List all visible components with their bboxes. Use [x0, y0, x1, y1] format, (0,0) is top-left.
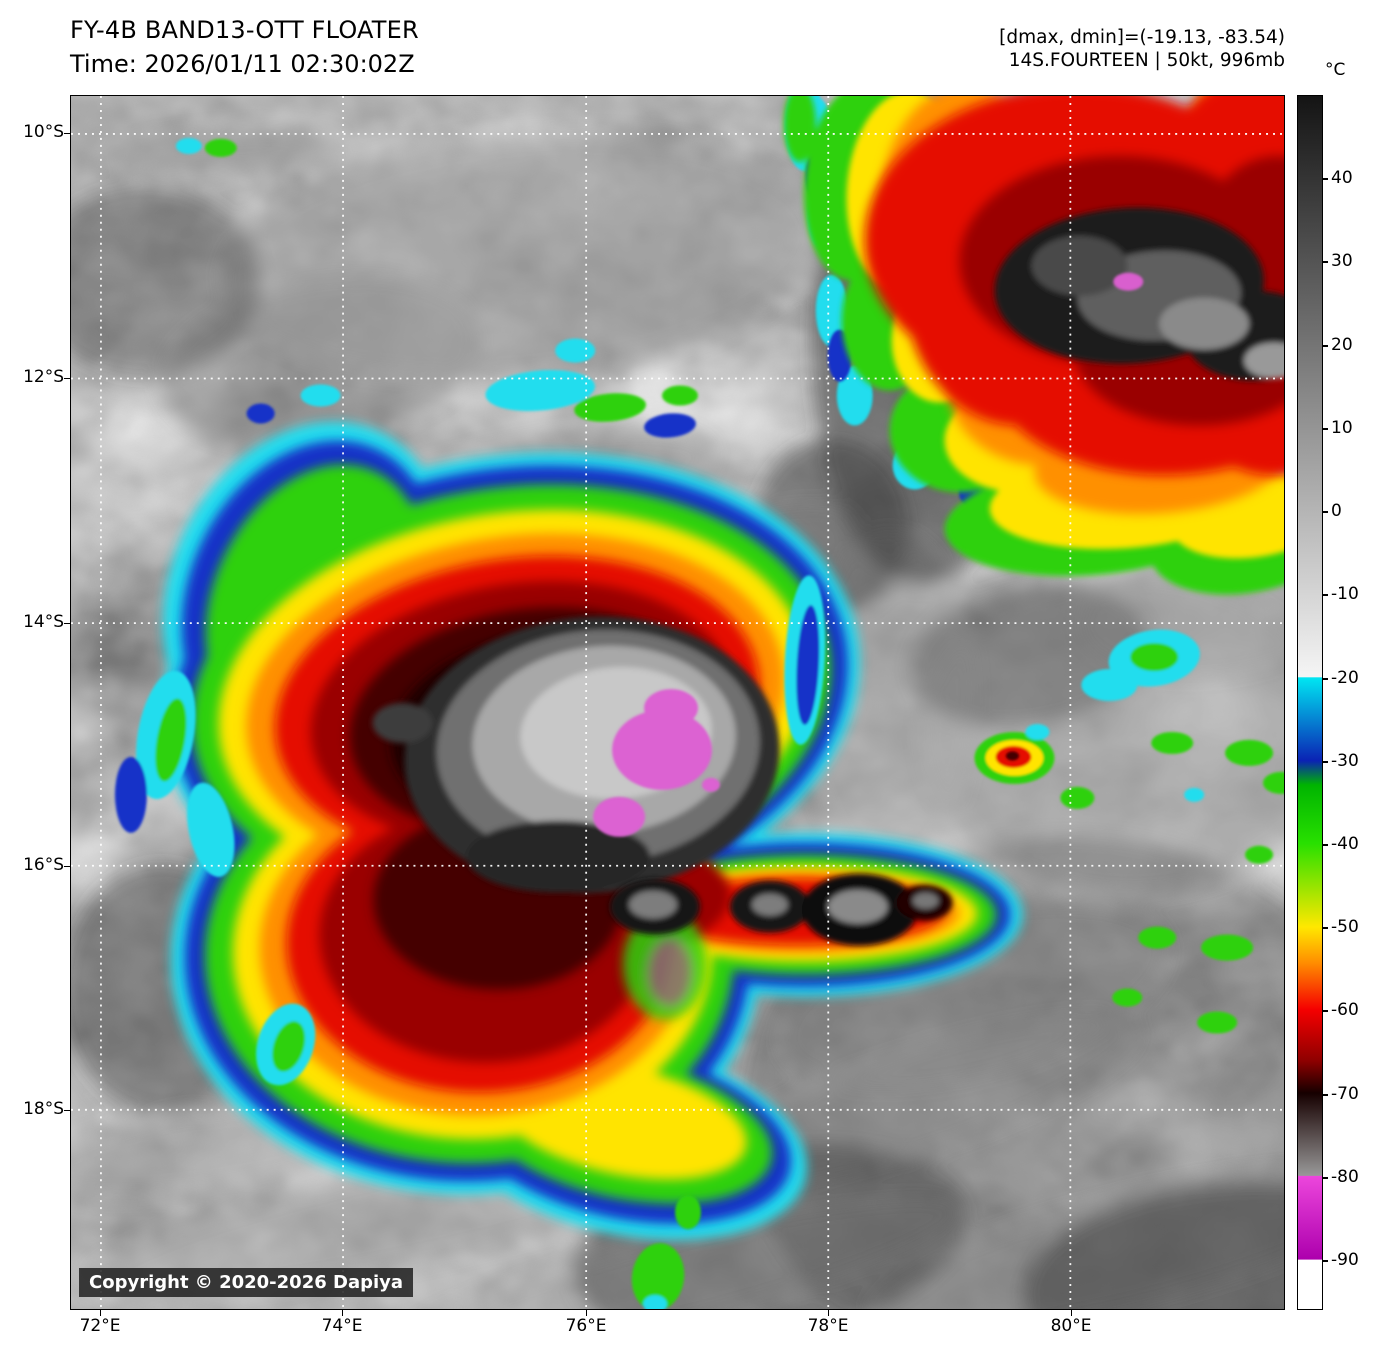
- copyright-badge: Copyright © 2020-2026 Dapiya: [79, 1268, 414, 1297]
- lat-tickmark: [64, 377, 70, 379]
- lat-tickmark: [64, 622, 70, 624]
- figure-time: Time: 2026/01/11 02:30:02Z: [70, 50, 415, 78]
- colorbar-tick: -30: [1322, 751, 1359, 771]
- lat-label-14s: 14°S: [23, 612, 64, 632]
- colorbar-tick: -10: [1322, 584, 1359, 604]
- lat-label-16s: 16°S: [23, 855, 64, 875]
- main-cyclone: [114, 338, 1023, 1240]
- lat-tickmark: [64, 132, 70, 134]
- scattered-cells: [175, 137, 1284, 1309]
- colorbar-unit-label: °C: [1325, 60, 1346, 80]
- lon-label-76e: 76°E: [565, 1316, 607, 1336]
- lat-label-18s: 18°S: [23, 1099, 64, 1119]
- lon-label-78e: 78°E: [807, 1316, 849, 1336]
- lat-tickmark: [64, 1109, 70, 1111]
- coldest-tops-magenta: [593, 689, 720, 837]
- colorbar-tick: -50: [1322, 917, 1359, 937]
- colorbar-tick: -20: [1322, 668, 1359, 688]
- northeast-storm: [783, 96, 1284, 595]
- lon-tickmark: [1070, 1310, 1072, 1316]
- colorbar: [1297, 95, 1323, 1310]
- satellite-map: Copyright © 2020-2026 Dapiya: [70, 95, 1285, 1310]
- colorbar-tick: 40: [1322, 168, 1353, 188]
- dmax-dmin-readout: [dmax, dmin]=(-19.13, -83.54): [999, 27, 1285, 48]
- colorbar-tick: -90: [1322, 1250, 1359, 1270]
- east-band-cells: [610, 873, 953, 946]
- colorbar-tick: -40: [1322, 834, 1359, 854]
- lon-tickmark: [341, 1310, 343, 1316]
- lon-label-72e: 72°E: [79, 1316, 121, 1336]
- colorbar-tick: -80: [1322, 1167, 1359, 1187]
- lat-label-10s: 10°S: [23, 122, 64, 142]
- satellite-imagery: [71, 96, 1284, 1309]
- header-info: [dmax, dmin]=(-19.13, -83.54) 14S.FOURTE…: [999, 26, 1285, 72]
- lon-tickmark: [827, 1310, 829, 1316]
- colorbar-tick: -70: [1322, 1084, 1359, 1104]
- lat-label-12s: 12°S: [23, 367, 64, 387]
- lat-tickmark: [64, 865, 70, 867]
- storm-info-readout: 14S.FOURTEEN | 50kt, 996mb: [1008, 50, 1285, 71]
- colorbar-tick: 30: [1322, 251, 1353, 271]
- colorbar-tick: 0: [1322, 501, 1342, 521]
- colorbar-tick: 10: [1322, 418, 1353, 438]
- lon-tickmark: [585, 1310, 587, 1316]
- colorbar-tick: -60: [1322, 1000, 1359, 1020]
- lon-label-80e: 80°E: [1050, 1316, 1092, 1336]
- figure-title: FY-4B BAND13-OTT FLOATER: [70, 16, 419, 44]
- colorbar-tick: 20: [1322, 335, 1353, 355]
- lon-label-74e: 74°E: [321, 1316, 363, 1336]
- outer-fragments: [114, 338, 826, 1086]
- lon-tickmark: [99, 1310, 101, 1316]
